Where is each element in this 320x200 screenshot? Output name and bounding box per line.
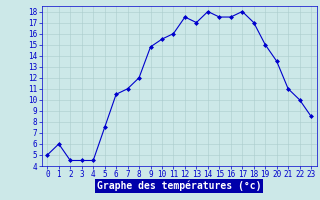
X-axis label: Graphe des températures (°c): Graphe des températures (°c) <box>97 181 261 191</box>
